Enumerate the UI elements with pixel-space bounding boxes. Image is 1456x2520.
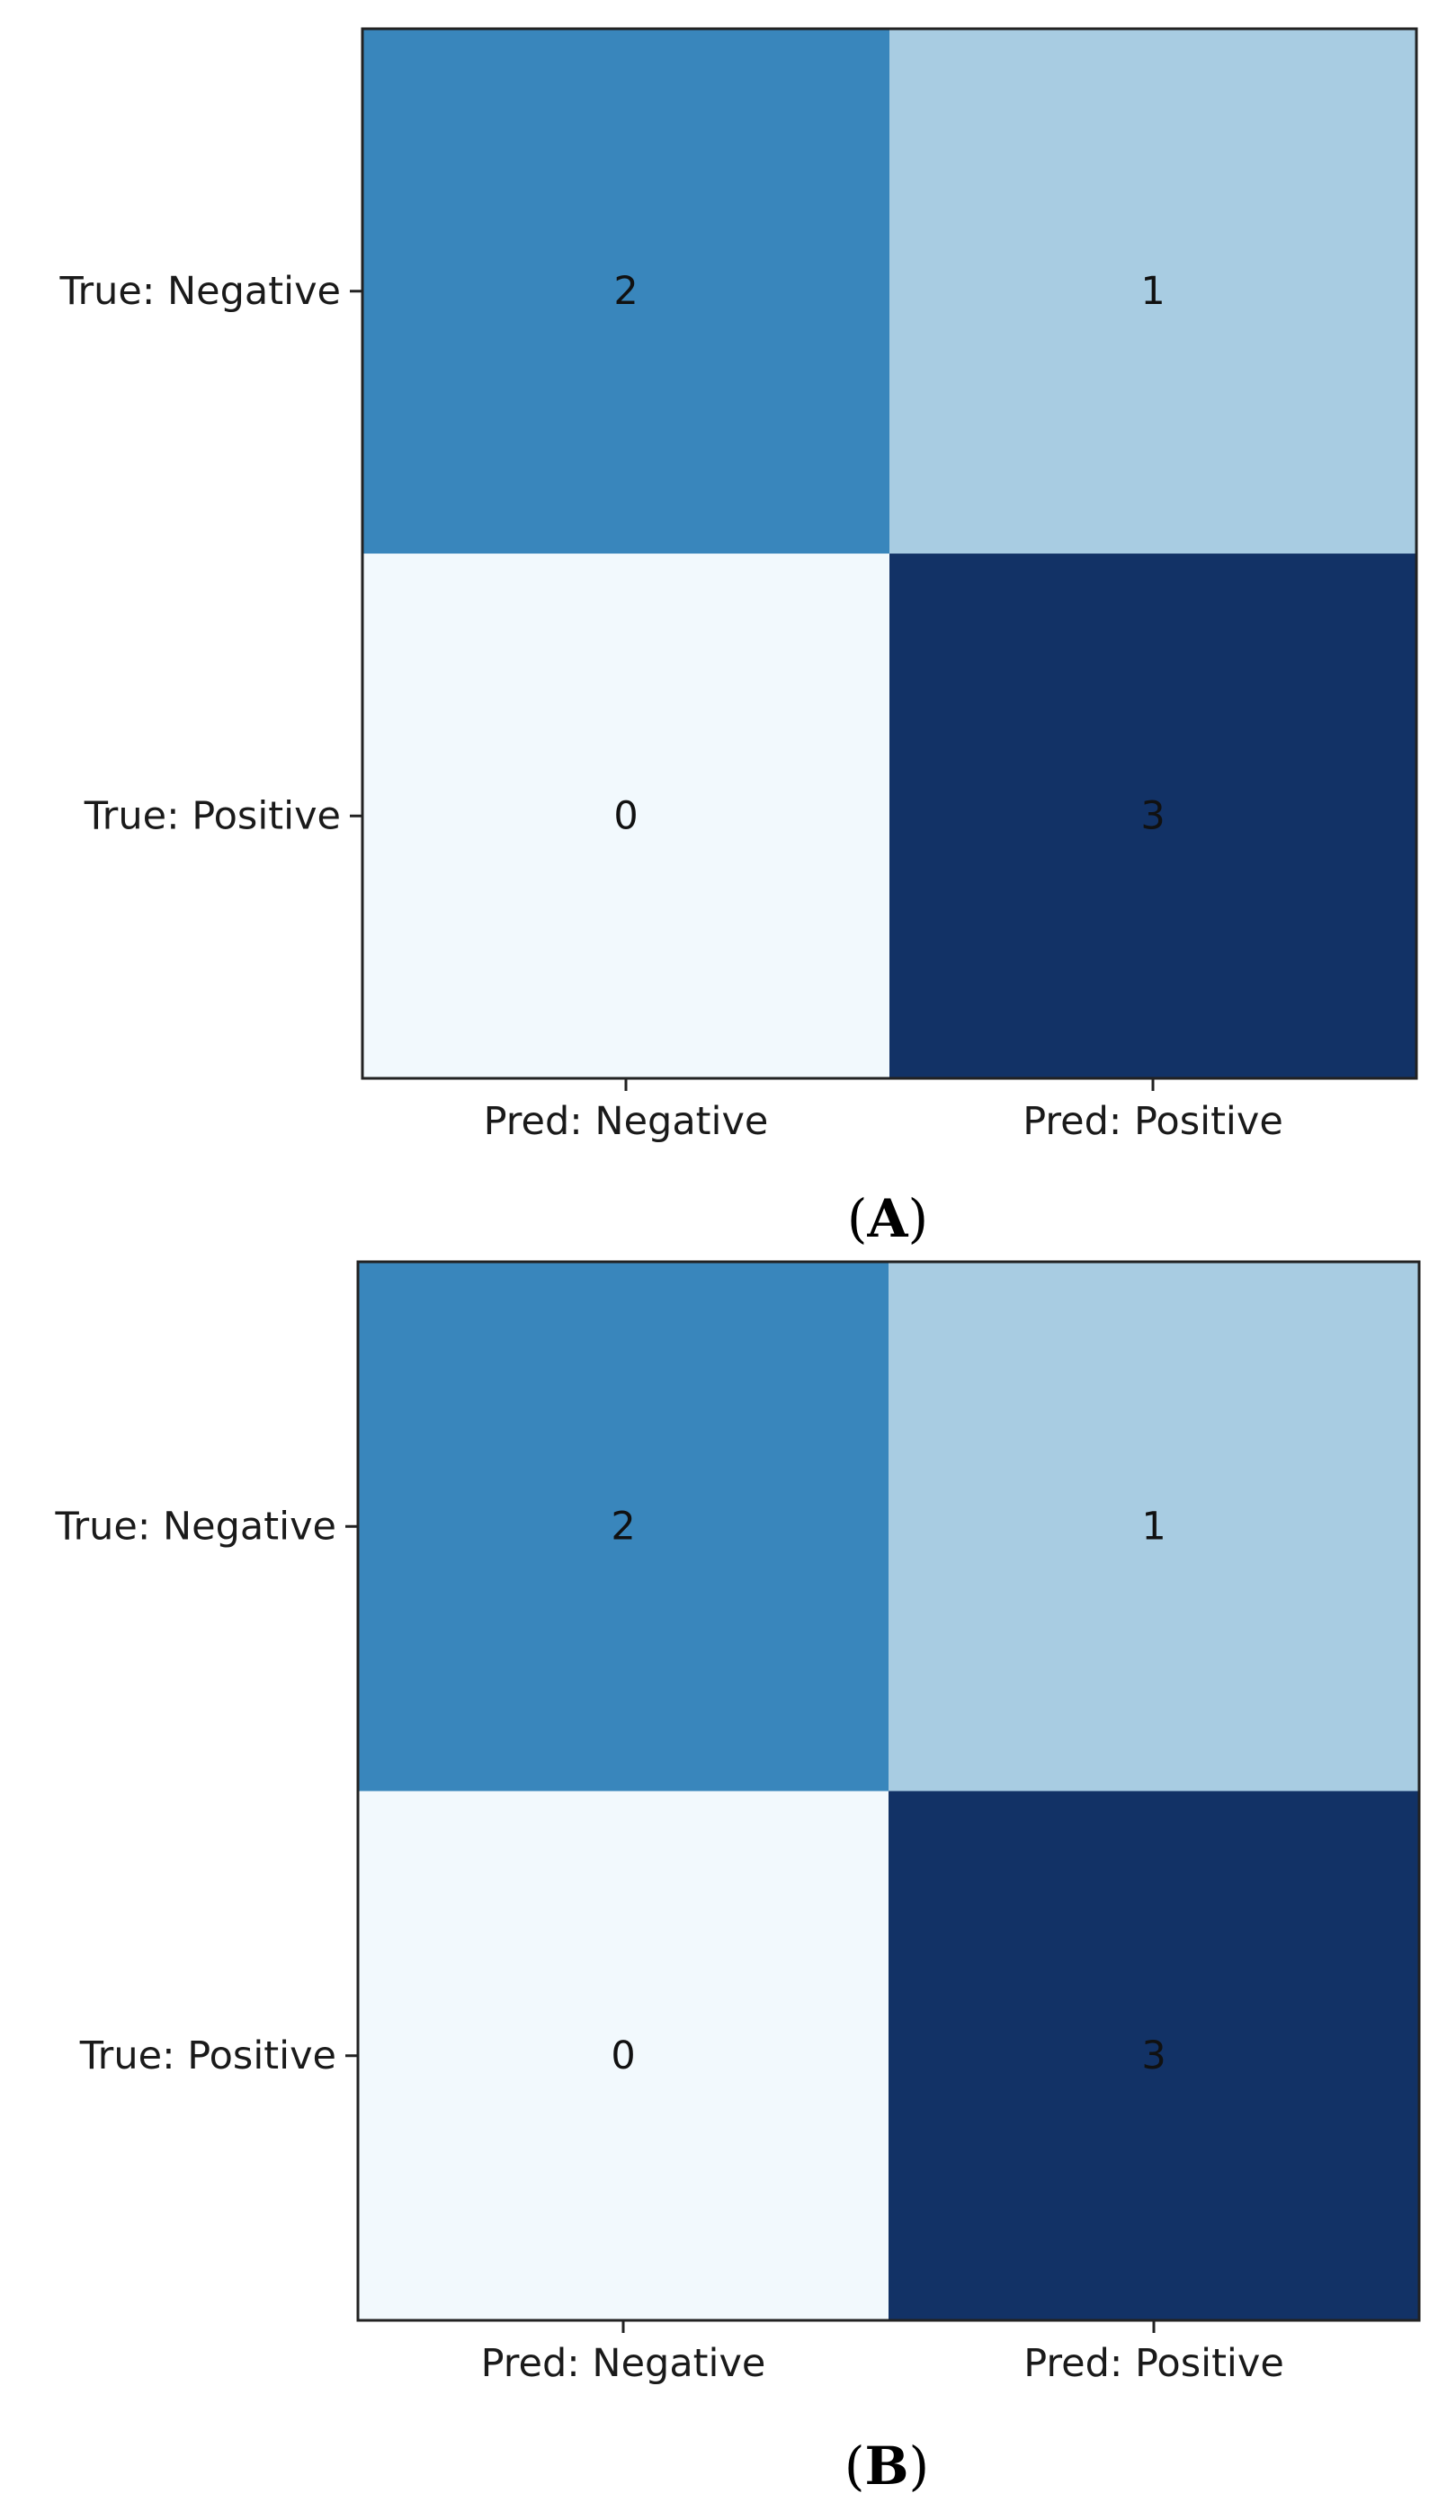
heatmap-cell-r1-c0	[358, 1791, 889, 2321]
heatmap-cell-r1-c1	[889, 1791, 1420, 2321]
x-tick-label: Pred: Positive	[1023, 1099, 1283, 1144]
y-tick-label: True: Negative	[59, 269, 341, 314]
cell-value-label: 1	[1140, 269, 1165, 314]
panel-caption: (B)	[844, 2435, 929, 2497]
cell-value-label: 3	[1141, 2033, 1166, 2078]
axes-frame	[356, 1260, 1421, 2322]
cell-value-label: 0	[613, 793, 638, 838]
confusion-matrix-panel-a: 2 1 0 3 True: Negative True: Positive Pred: Ne…	[59, 27, 1418, 1249]
y-tick-label: True: Positive	[79, 2033, 336, 2078]
y-tick-label: True: Positive	[84, 793, 341, 838]
cell-value-label: 2	[613, 269, 638, 314]
panel-caption: (A)	[847, 1188, 928, 1249]
confusion-matrix-panel-b: 2 1 0 3 True: Negative True: Positive Pred: Ne…	[55, 1260, 1421, 2497]
heatmap-cell-r0-c1	[889, 29, 1417, 554]
axes-frame	[361, 27, 1418, 1080]
x-tick-label: Pred: Negative	[481, 2341, 766, 2386]
x-tick-label: Pred: Positive	[1023, 2341, 1284, 2386]
cell-value-label: 2	[611, 1504, 635, 1549]
cell-value-label: 1	[1141, 1504, 1166, 1549]
cell-value-label: 3	[1140, 793, 1165, 838]
heatmap-cell-r0-c0	[358, 1262, 889, 1792]
heatmap-cell-r0-c0	[362, 29, 890, 554]
y-tick-label: True: Negative	[55, 1504, 336, 1549]
x-tick-label: Pred: Negative	[484, 1099, 769, 1144]
heatmap-cell-r0-c1	[889, 1262, 1420, 1792]
panel-letter: A	[866, 1188, 908, 1249]
cell-value-label: 0	[611, 2033, 635, 2078]
heatmap-cell-r1-c0	[362, 553, 890, 1079]
panel-letter: B	[864, 2435, 908, 2497]
heatmap-cell-r1-c1	[889, 553, 1417, 1079]
